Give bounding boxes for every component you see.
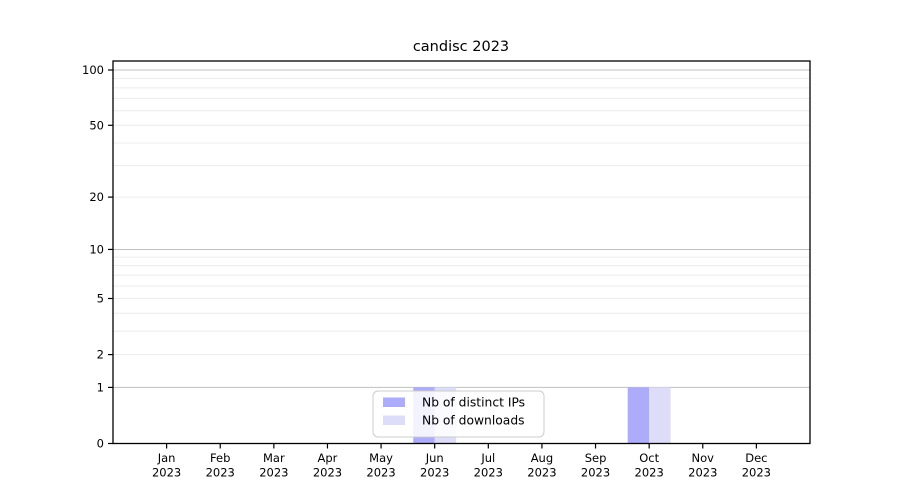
legend: Nb of distinct IPs Nb of downloads (372, 390, 545, 438)
y-tick-label: 5 (97, 291, 104, 305)
y-tick-label: 100 (82, 63, 104, 77)
y-tick-label: 10 (89, 242, 104, 256)
legend-label: Nb of downloads (422, 414, 525, 428)
x-tick-label-year: 2023 (313, 466, 342, 480)
bar-distinct-ips (627, 387, 650, 444)
x-tick-label-year: 2023 (474, 466, 503, 480)
x-tick-label-year: 2023 (206, 466, 235, 480)
bar-downloads (649, 387, 671, 444)
x-tick-label-month: May (369, 451, 393, 465)
x-tick-label-year: 2023 (366, 466, 395, 480)
x-tick-label-month: Nov (692, 451, 715, 465)
x-tick-label-year: 2023 (527, 466, 556, 480)
x-tick-label-year: 2023 (420, 466, 449, 480)
x-tick-label-year: 2023 (688, 466, 717, 480)
x-tick-label-year: 2023 (581, 466, 610, 480)
x-tick-label-month: Jan (157, 451, 176, 465)
gridlines-layer (113, 69, 810, 388)
x-tick-label-year: 2023 (259, 466, 288, 480)
x-tick-label-month: Jun (425, 451, 444, 465)
y-tick-label: 2 (97, 348, 104, 362)
legend-swatch (383, 397, 405, 407)
x-tick-label-month: Apr (318, 451, 338, 465)
x-tick-label-month: Aug (531, 451, 553, 465)
y-tick-label: 50 (89, 118, 104, 132)
y-tick-label: 20 (89, 190, 104, 204)
axes-layer (108, 60, 811, 449)
x-tick-label-month: Oct (639, 451, 659, 465)
x-tick-label-month: Jul (480, 451, 495, 465)
x-tick-label-month: Dec (745, 451, 767, 465)
plot-frame (112, 60, 811, 445)
legend-swatch (383, 415, 405, 425)
legend-box (372, 390, 545, 438)
y-tick-label: 1 (97, 380, 104, 394)
x-tick-label-year: 2023 (152, 466, 181, 480)
x-tick-label-year: 2023 (742, 466, 771, 480)
axis-labels-layer: 0125102050100Jan2023Feb2023Mar2023Apr202… (82, 63, 771, 480)
x-tick-label-month: Mar (263, 451, 285, 465)
legend-label: Nb of distinct IPs (422, 396, 525, 410)
x-tick-label-year: 2023 (635, 466, 664, 480)
chart-title: candisc 2023 (413, 39, 509, 55)
y-tick-label: 0 (97, 437, 104, 451)
x-tick-label-month: Feb (210, 451, 230, 465)
x-tick-label-month: Sep (585, 451, 607, 465)
